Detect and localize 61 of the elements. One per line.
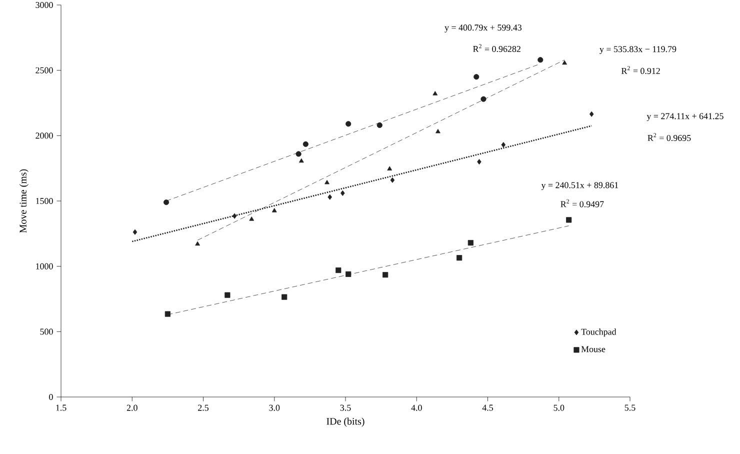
point (566, 217, 572, 223)
point (346, 271, 352, 277)
x-axis-title: IDe (bits) (326, 418, 364, 427)
y-tick-label: 1500 (36, 198, 53, 204)
point (340, 190, 345, 196)
x-tick-label: 5.5 (624, 404, 636, 411)
point (302, 141, 308, 147)
x-tick-label: 4.0 (411, 404, 422, 411)
legend-label: Mouse (581, 346, 606, 352)
y-axis-title: Move time (ms) (19, 169, 28, 233)
point (132, 229, 138, 235)
point (336, 267, 342, 274)
point (474, 74, 480, 80)
x-tick-label: 1.5 (56, 404, 66, 411)
point (232, 213, 237, 219)
point (272, 208, 277, 212)
y-tick-label: 1000 (36, 263, 53, 270)
point (324, 180, 330, 184)
point (328, 194, 332, 200)
y-tick-label: 500 (40, 328, 53, 335)
x-tick-label: 4.5 (482, 404, 494, 411)
point (249, 216, 254, 221)
y-tick-label: 3000 (36, 2, 53, 8)
point (163, 200, 170, 206)
annotation: R$^{2}$ = 0.9497 (560, 199, 604, 208)
x-tick-label: 2.0 (126, 404, 138, 411)
annotation: R$^{2}$ = 0.96282 (473, 44, 520, 52)
x-tick-label: 5.0 (554, 404, 564, 411)
y-tick-label: 0 (49, 394, 53, 400)
point (224, 292, 230, 298)
point (296, 151, 302, 157)
annotation: R$^{2}$ = 0.912 (621, 66, 660, 74)
point (436, 128, 440, 134)
point (282, 294, 288, 300)
point (164, 311, 170, 317)
point (468, 240, 474, 246)
annotation: y = 535.83x − 119.79 (600, 46, 676, 54)
point (432, 91, 438, 96)
x-tick-label: 2.5 (198, 404, 209, 411)
point (376, 122, 382, 128)
point (562, 60, 568, 65)
annotation: y = 240.51x + 89.861 (541, 182, 618, 190)
y-tick-label: 2500 (36, 67, 53, 74)
point (480, 96, 486, 102)
x-tick-label: 3.5 (340, 404, 351, 411)
point (538, 57, 544, 63)
text: R$^{2}$ = 0.9695 (648, 133, 691, 142)
point (382, 272, 388, 278)
point (589, 111, 594, 117)
text: y = 274.11x + 641.25 (646, 113, 724, 122)
x-tick-label: 3.0 (269, 404, 280, 411)
point (456, 255, 462, 261)
point (346, 121, 352, 127)
point (387, 166, 392, 170)
point (298, 158, 304, 163)
annotation: y = 400.79x + 599.43 (444, 24, 522, 32)
point (501, 142, 506, 148)
legend-label: Touchpad (581, 328, 616, 337)
point (195, 241, 200, 246)
y-tick-label: 2000 (36, 132, 53, 139)
point (390, 177, 395, 183)
